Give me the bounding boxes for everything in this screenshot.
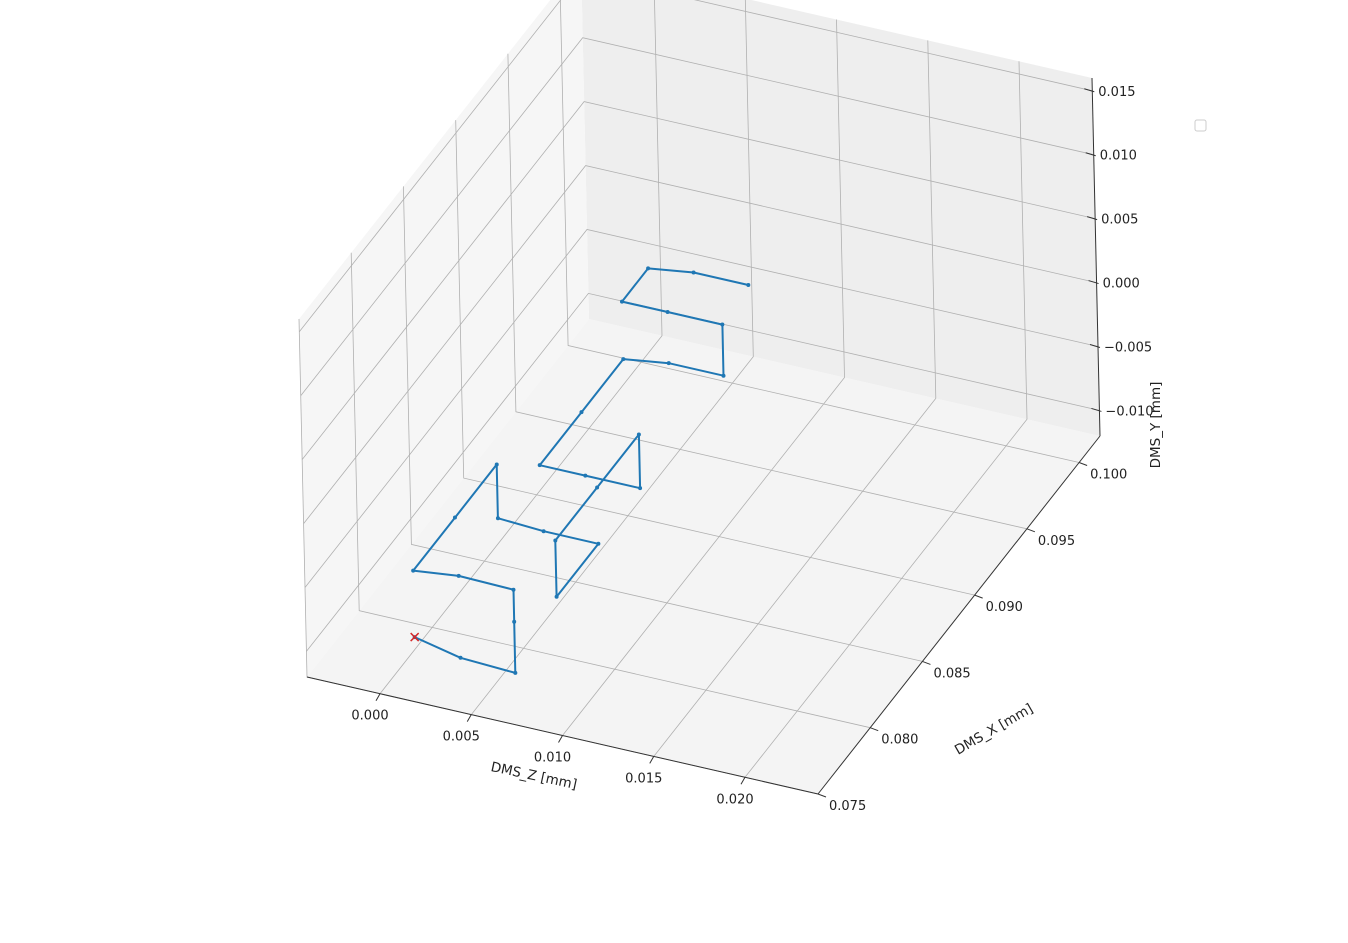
y-gridline xyxy=(559,0,1080,463)
series-point xyxy=(721,373,726,378)
z-tick-label: 0.000 xyxy=(1103,277,1140,292)
z-tick-mark xyxy=(1084,88,1095,93)
series-point xyxy=(537,463,542,468)
series-point xyxy=(636,432,641,437)
axis-panes xyxy=(299,0,1100,794)
z-tick-mark xyxy=(1091,407,1102,412)
legend-box xyxy=(1194,119,1207,132)
y-tick-label: 0.085 xyxy=(933,666,970,681)
x-tick-mark xyxy=(375,693,381,701)
x-tick-label: 0.005 xyxy=(443,730,480,745)
series-point xyxy=(646,266,651,271)
z-gridline xyxy=(303,165,1097,524)
series-point xyxy=(638,486,643,491)
x-tick-label: 0.015 xyxy=(625,771,662,786)
z-gridline xyxy=(306,292,1100,652)
series-point xyxy=(541,529,546,534)
y-tick-label: 0.090 xyxy=(986,600,1023,615)
z-tick-label: −0.005 xyxy=(1104,341,1152,356)
series-point xyxy=(595,485,600,490)
z-axis-line xyxy=(1091,77,1101,437)
tick-labels: 0.000 0.005 0.010 0.015 0.020 0.075 0.080 0.085… xyxy=(351,85,1153,814)
y-tick-mark xyxy=(974,594,983,599)
y-gridline xyxy=(507,53,1027,530)
y-tick-mark xyxy=(817,793,827,798)
y-axis-label: DMS_X [mm] xyxy=(952,701,1036,759)
legend xyxy=(1194,119,1207,132)
x-gridline xyxy=(653,40,937,757)
series-point xyxy=(456,573,461,578)
series-point xyxy=(691,270,696,275)
y-gridline xyxy=(403,186,923,662)
series-point xyxy=(511,587,516,592)
x-gridline xyxy=(562,19,845,736)
y-gridline xyxy=(350,252,871,729)
z-tick-mark xyxy=(1088,280,1099,285)
z-tick-label: 0.005 xyxy=(1101,213,1138,228)
y-tick-label: 0.080 xyxy=(881,733,918,748)
series-point xyxy=(746,283,751,288)
left-pane xyxy=(299,0,589,677)
y-tick-label: 0.075 xyxy=(829,799,866,814)
y-tick-mark xyxy=(1026,528,1036,533)
series-point xyxy=(596,541,601,546)
x-gridline xyxy=(744,61,1028,778)
y-gridline xyxy=(455,120,975,596)
series-point xyxy=(494,462,499,467)
series-point xyxy=(512,619,517,624)
z-gridline xyxy=(301,101,1096,460)
z-tick-label: 0.010 xyxy=(1100,149,1137,164)
z-gridline xyxy=(298,0,1093,333)
x-gridline xyxy=(470,0,754,715)
series-point xyxy=(579,410,584,415)
y-tick-mark xyxy=(870,727,879,732)
z-tick-mark xyxy=(1085,152,1096,157)
series-point xyxy=(621,357,626,362)
series-point xyxy=(554,594,559,599)
z-tick-label: 0.015 xyxy=(1098,85,1135,100)
z-tick-mark xyxy=(1086,216,1098,221)
series-point xyxy=(553,538,558,543)
data-series xyxy=(410,266,751,675)
series-point xyxy=(495,516,500,521)
series-point xyxy=(513,670,518,675)
series-point xyxy=(666,361,671,366)
series-point xyxy=(411,568,416,573)
y-tick-label: 0.100 xyxy=(1090,468,1127,483)
series-point xyxy=(720,322,725,327)
x-tick-label: 0.020 xyxy=(716,792,753,807)
z-gridline xyxy=(300,37,1094,396)
start-marker-stroke xyxy=(410,632,420,642)
start-marker xyxy=(410,632,420,642)
z-axis-label: DMS_Y [mm] xyxy=(1148,382,1164,469)
x-tick-mark xyxy=(649,756,655,764)
y-tick-label: 0.095 xyxy=(1038,534,1075,549)
y-tick-mark xyxy=(922,660,931,665)
series-point xyxy=(458,655,463,660)
z-tick-mark xyxy=(1089,344,1101,348)
series-point xyxy=(452,515,457,520)
series-point xyxy=(619,299,624,304)
x-tick-mark xyxy=(558,735,563,743)
x-tick-mark xyxy=(740,777,746,785)
z-tick-label: −0.010 xyxy=(1105,404,1153,419)
series-point xyxy=(583,473,588,478)
x-tick-mark xyxy=(466,714,472,722)
y-tick-mark xyxy=(1078,462,1088,466)
x-gridline xyxy=(379,0,663,694)
series-point xyxy=(665,310,670,315)
z-gridline xyxy=(304,229,1099,588)
y-axis-line xyxy=(817,435,1101,795)
x-tick-label: 0.000 xyxy=(351,709,388,724)
x-tick-label: 0.010 xyxy=(534,751,571,766)
